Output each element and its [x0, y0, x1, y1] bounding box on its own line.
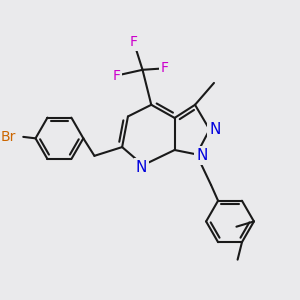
Text: N: N	[196, 148, 207, 163]
Text: N: N	[209, 122, 220, 137]
Text: F: F	[160, 61, 168, 75]
Text: Br: Br	[1, 130, 16, 144]
Text: N: N	[136, 160, 147, 175]
Text: F: F	[112, 69, 120, 82]
Text: F: F	[130, 35, 138, 49]
